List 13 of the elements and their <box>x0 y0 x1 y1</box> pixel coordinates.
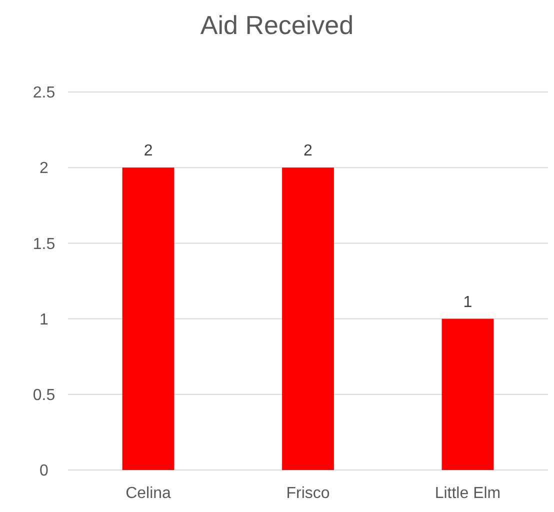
data-label: 2 <box>144 142 153 160</box>
data-label: 2 <box>304 142 313 160</box>
chart-title: Aid Received <box>200 10 354 40</box>
y-tick-label: 0.5 <box>32 387 56 404</box>
y-tick-label: 2.5 <box>32 84 56 102</box>
y-tick-label: 1 <box>40 311 49 328</box>
x-tick-label: Little Elm <box>434 485 501 502</box>
x-tick-label: Frisco <box>286 485 330 502</box>
data-label: 1 <box>463 294 472 311</box>
x-tick-label: Celina <box>126 485 172 502</box>
y-tick-label: 0 <box>40 462 49 480</box>
y-tick-label: 1.5 <box>32 236 56 253</box>
y-tick-label: 2 <box>40 160 49 178</box>
